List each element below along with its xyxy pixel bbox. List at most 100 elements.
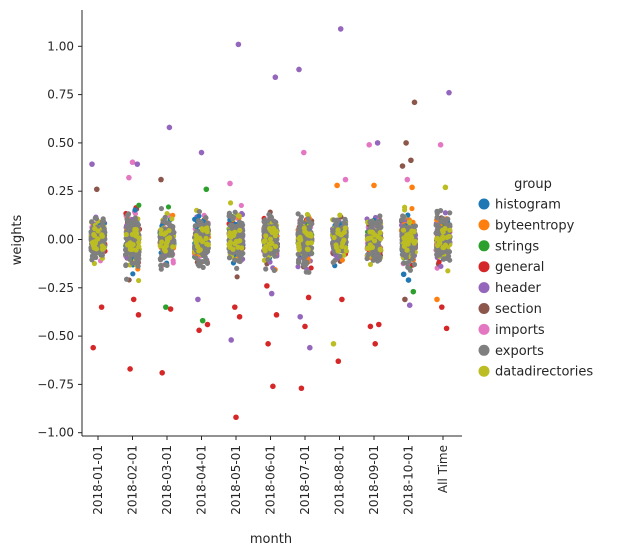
point-exports — [239, 233, 245, 239]
point-exports — [402, 253, 408, 259]
legend-marker-datadirectories — [478, 365, 490, 377]
point-datadirectories — [262, 238, 268, 244]
outlier-imports — [366, 142, 373, 148]
point-datadirectories — [199, 238, 206, 245]
outlier-general — [270, 383, 276, 390]
point-exports — [368, 224, 375, 230]
outlier-strings — [163, 304, 169, 310]
point-imports — [132, 211, 139, 217]
point-exports — [433, 222, 439, 228]
point-section — [234, 274, 240, 280]
point-exports — [406, 259, 412, 265]
point-exports — [89, 219, 95, 225]
outlier-section — [158, 176, 164, 183]
point-exports — [411, 245, 417, 251]
point-datadirectories — [367, 261, 374, 268]
point-exports — [377, 219, 383, 226]
point-exports — [337, 253, 343, 259]
point-exports — [238, 221, 244, 227]
point-exports — [202, 254, 208, 260]
outlier-strings — [410, 288, 417, 295]
outlier-header — [89, 161, 95, 167]
point-datadirectories — [273, 243, 279, 250]
point-histogram — [130, 271, 136, 277]
point-histogram — [132, 207, 138, 213]
point-datadirectories — [444, 234, 450, 241]
point-exports — [374, 258, 381, 264]
outlier-general — [135, 312, 142, 318]
point-exports — [333, 221, 339, 227]
point-exports — [162, 214, 168, 220]
point-datadirectories — [237, 227, 243, 233]
point-exports — [377, 254, 383, 260]
point-datadirectories — [194, 243, 201, 250]
point-exports — [98, 251, 104, 257]
point-datadirectories — [164, 238, 171, 244]
outlier-header — [446, 89, 452, 96]
legend-label-general: general — [495, 260, 544, 275]
outlier-general — [376, 321, 382, 328]
point-exports — [365, 251, 371, 257]
point-datadirectories — [266, 225, 273, 232]
point-header — [442, 210, 449, 216]
outlier-general — [204, 321, 211, 328]
outlier-header — [195, 296, 201, 303]
point-exports — [410, 256, 416, 262]
point-exports — [127, 256, 133, 262]
point-exports — [203, 215, 209, 221]
legend-label-strings: strings — [495, 239, 539, 254]
point-exports — [447, 223, 453, 230]
point-datadirectories — [401, 239, 407, 246]
point-exports — [445, 216, 451, 222]
point-histogram — [196, 213, 202, 219]
point-exports — [342, 216, 348, 222]
point-exports — [232, 209, 238, 215]
outlier-general — [196, 327, 202, 334]
x-tick-label: 2018-04-01 — [195, 445, 209, 515]
point-exports — [377, 213, 383, 219]
outlier-header — [228, 337, 234, 343]
point-datadirectories — [123, 231, 129, 238]
y-tick-label: 0.75 — [47, 88, 74, 102]
point-datadirectories — [402, 207, 408, 213]
point-exports — [295, 251, 301, 257]
legend-title: group — [514, 177, 552, 192]
outlier-section — [411, 99, 418, 106]
point-exports — [412, 223, 419, 229]
point-datadirectories — [95, 236, 101, 242]
point-exports — [160, 218, 166, 224]
outlier-imports — [301, 149, 307, 156]
outlier-imports — [342, 176, 349, 183]
point-exports — [200, 264, 206, 270]
point-exports — [164, 262, 170, 269]
outlier-section — [402, 296, 408, 303]
x-tick-label: 2018-09-01 — [367, 445, 381, 515]
point-datadirectories — [337, 212, 343, 218]
x-tick-label: 2018-10-01 — [402, 445, 416, 515]
point-datadirectories — [341, 237, 347, 243]
y-tick-label: 0.25 — [47, 184, 74, 198]
point-datadirectories — [405, 241, 411, 247]
legend-marker-imports — [478, 323, 490, 335]
point-datadirectories — [99, 233, 106, 239]
outlier-strings — [199, 317, 206, 324]
point-datadirectories — [404, 232, 410, 238]
x-ticks: 2018-01-01 2018-02-01 2018-03-01 2018-04-01… — [91, 436, 450, 515]
point-exports — [263, 266, 269, 272]
point-datadirectories — [193, 233, 199, 239]
point-datadirectories — [235, 244, 241, 250]
outlier-datadirectories — [330, 341, 337, 347]
point-datadirectories — [203, 235, 209, 241]
outlier-byteentropy — [434, 296, 440, 303]
outlier-general — [98, 304, 105, 310]
point-datadirectories — [92, 226, 98, 232]
point-datadirectories — [331, 234, 337, 241]
point-datadirectories — [301, 225, 307, 231]
outlier-byteentropy — [334, 182, 340, 189]
point-byteentropy — [339, 257, 346, 263]
y-tick-label: −0.25 — [37, 281, 74, 295]
point-datadirectories — [342, 225, 348, 231]
point-exports — [433, 230, 439, 236]
point-datadirectories — [303, 230, 309, 236]
point-exports — [271, 267, 277, 273]
